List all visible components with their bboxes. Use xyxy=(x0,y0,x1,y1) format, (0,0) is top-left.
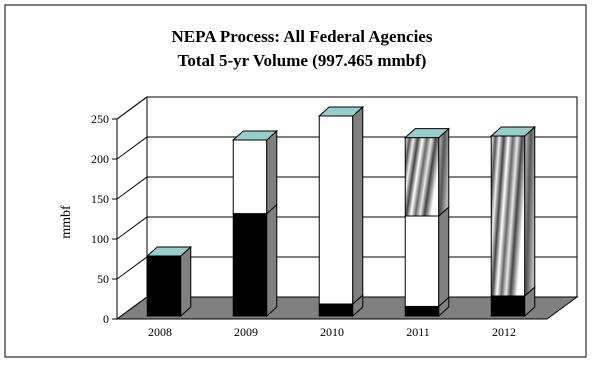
bar-segment-front xyxy=(490,295,526,317)
chart-subtitle: Total 5-yr Volume (997.465 mmbf) xyxy=(178,51,427,70)
bar-segment-front xyxy=(490,135,526,297)
bar-segment-side xyxy=(266,129,278,215)
bar-segment-side xyxy=(438,205,450,308)
gridline xyxy=(116,96,577,120)
bar-segment-side xyxy=(352,105,364,306)
bar-segment-front xyxy=(232,139,268,215)
bar-cap xyxy=(145,246,193,257)
bar-cap xyxy=(317,106,365,117)
x-tick-label: 2008 xyxy=(148,325,172,339)
bar-segment-front xyxy=(404,137,440,217)
x-tick-label: 2012 xyxy=(492,325,516,339)
y-axis-label: mmbf xyxy=(59,205,74,239)
bar-cap xyxy=(231,130,279,141)
bar-segment-front xyxy=(404,215,440,307)
bar-segment-side xyxy=(266,203,278,318)
bar-cap xyxy=(489,126,537,137)
bar-segment-front xyxy=(404,305,440,317)
x-tick-label: 2009 xyxy=(234,325,258,339)
x-tick-label: 2010 xyxy=(320,325,344,339)
bar-segment-side xyxy=(524,125,536,298)
bar-cap xyxy=(403,128,451,139)
bar-segment-front xyxy=(318,303,354,317)
bar-segment-side xyxy=(438,127,450,218)
x-tick-label: 2011 xyxy=(406,325,430,339)
y-tick-label: 150 xyxy=(91,192,109,206)
y-tick-label: 200 xyxy=(91,152,109,166)
plot-area: 0 50 100 150 200 250 2008 2009 2010 2011 2012 xyxy=(91,96,579,339)
y-tick-label: 100 xyxy=(91,232,109,246)
chart-title: NEPA Process: All Federal Agencies xyxy=(172,27,433,46)
y-tick-label: 0 xyxy=(103,312,109,326)
bar-segment-front xyxy=(232,213,268,317)
bar-segment-front xyxy=(318,115,354,305)
bar-segment-side xyxy=(180,245,192,318)
y-tick-label: 50 xyxy=(97,272,109,286)
side-wall xyxy=(116,96,148,320)
bar-segment-front xyxy=(146,255,182,317)
y-tick-label: 250 xyxy=(91,112,109,126)
